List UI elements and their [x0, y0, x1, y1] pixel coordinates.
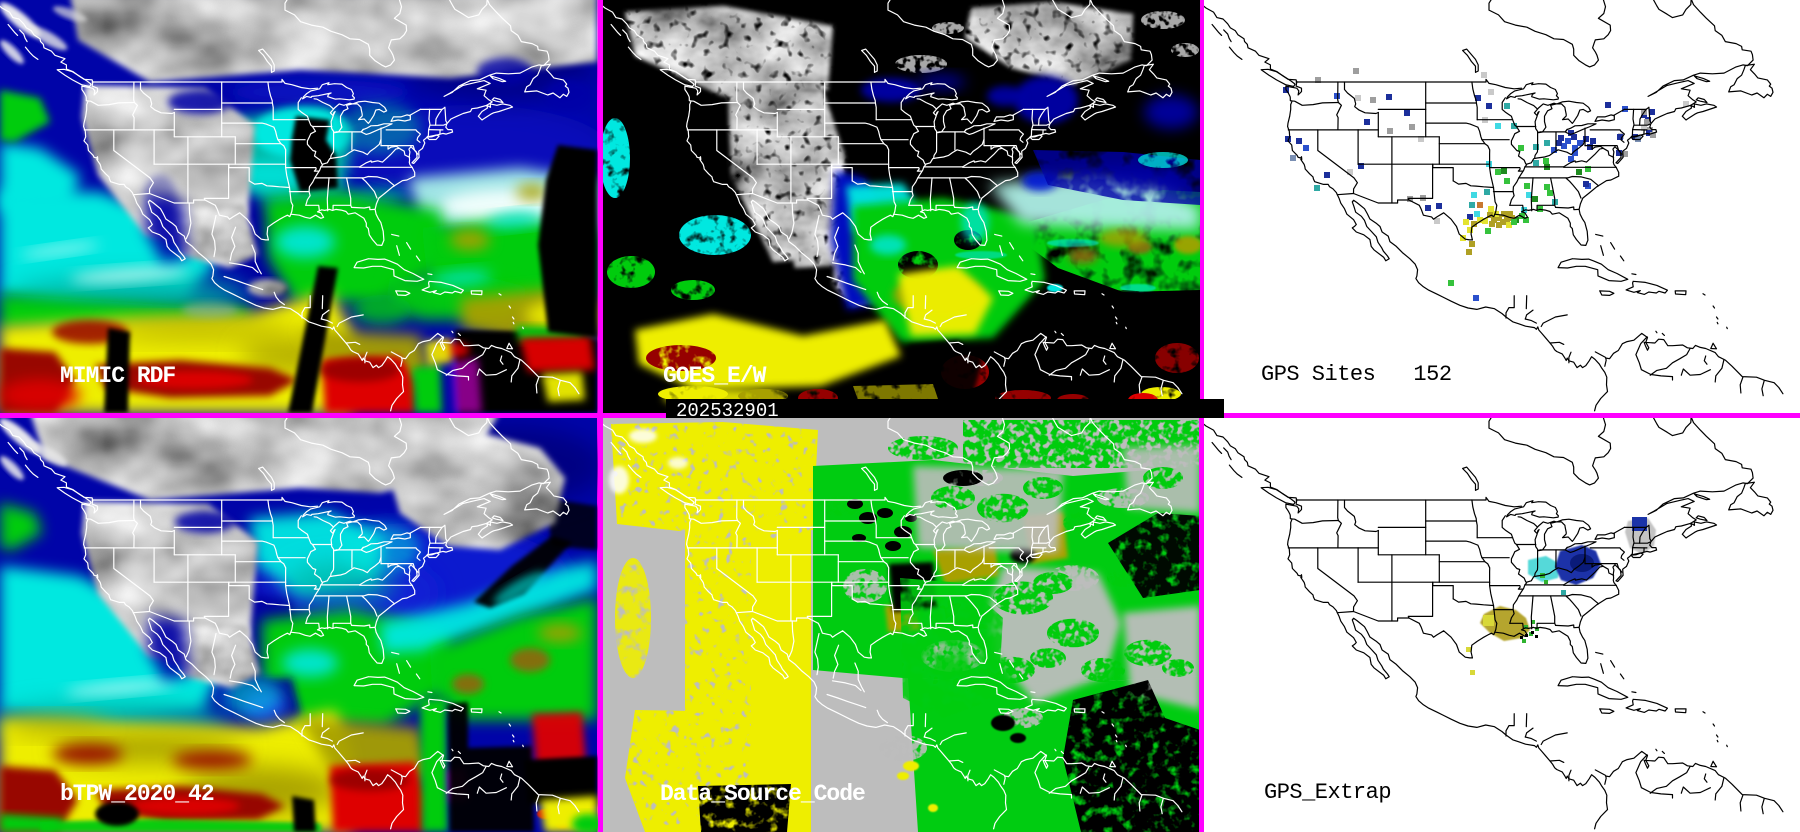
- svg-text:Data_Source_Code: Data_Source_Code: [660, 781, 865, 807]
- svg-text:GOES_E/W: GOES_E/W: [663, 363, 767, 389]
- svg-text:GPS Sites 152: GPS Sites 152: [1261, 362, 1452, 387]
- svg-text:bTPW_2020_42: bTPW_2020_42: [60, 781, 214, 807]
- svg-text:GPS_Extrap: GPS_Extrap: [1264, 780, 1391, 805]
- svg-text:MIMIC RDF: MIMIC RDF: [60, 363, 175, 389]
